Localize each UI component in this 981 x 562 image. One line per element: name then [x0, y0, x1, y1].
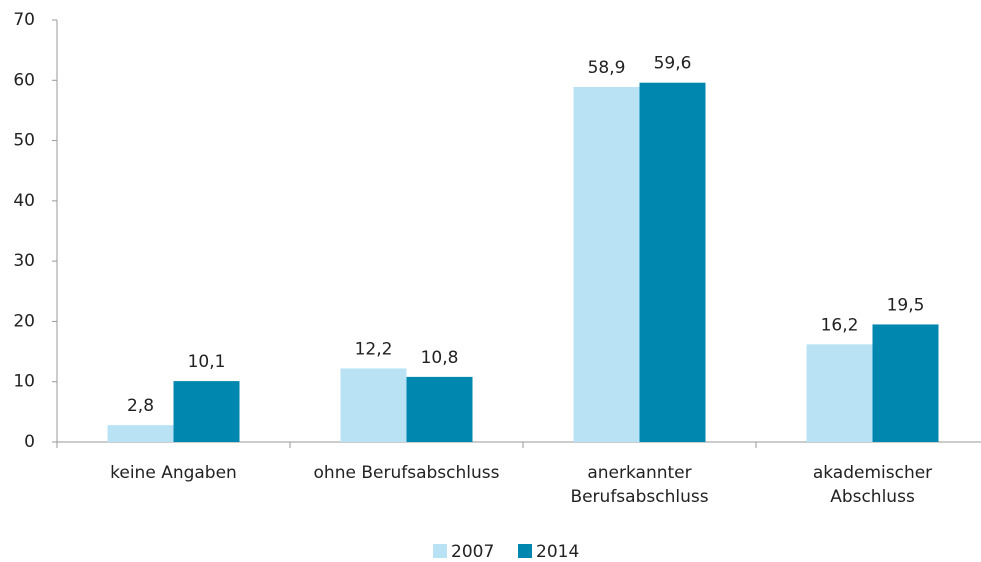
- bar: [340, 368, 407, 442]
- y-tick-label: 20: [13, 311, 35, 331]
- legend-label: 2007: [451, 542, 494, 562]
- y-tick-label: 40: [13, 191, 35, 211]
- y-tick-label: 70: [13, 10, 35, 30]
- y-tick-label: 60: [13, 70, 35, 90]
- y-tick-label: 50: [13, 131, 35, 151]
- y-tick-label: 0: [24, 432, 35, 452]
- value-label: 58,9: [588, 58, 626, 78]
- bar: [573, 86, 640, 442]
- value-label: 16,2: [821, 315, 859, 335]
- legend-swatch: [433, 544, 447, 558]
- x-tick-label: anerkannter Berufsabschluss: [570, 463, 708, 507]
- value-label: 19,5: [887, 295, 925, 315]
- value-label: 2,8: [127, 396, 154, 416]
- bar: [406, 376, 473, 442]
- x-tick-label: keine Angaben: [110, 463, 237, 483]
- bar: [872, 324, 939, 442]
- y-tick-label: 10: [13, 372, 35, 392]
- x-tick-label: akademischer Abschluss: [813, 463, 932, 507]
- bar: [639, 82, 706, 442]
- value-label: 10,8: [421, 348, 459, 368]
- value-label: 10,1: [188, 352, 226, 372]
- bar: [173, 381, 240, 442]
- x-tick-label: ohne Berufsabschluss: [314, 463, 500, 483]
- legend-swatch: [518, 544, 532, 558]
- bar: [806, 344, 873, 442]
- legend-label: 2014: [536, 542, 579, 562]
- value-label: 12,2: [355, 339, 393, 359]
- bar: [107, 425, 174, 442]
- value-label: 59,6: [654, 54, 692, 74]
- y-tick-label: 30: [13, 251, 35, 271]
